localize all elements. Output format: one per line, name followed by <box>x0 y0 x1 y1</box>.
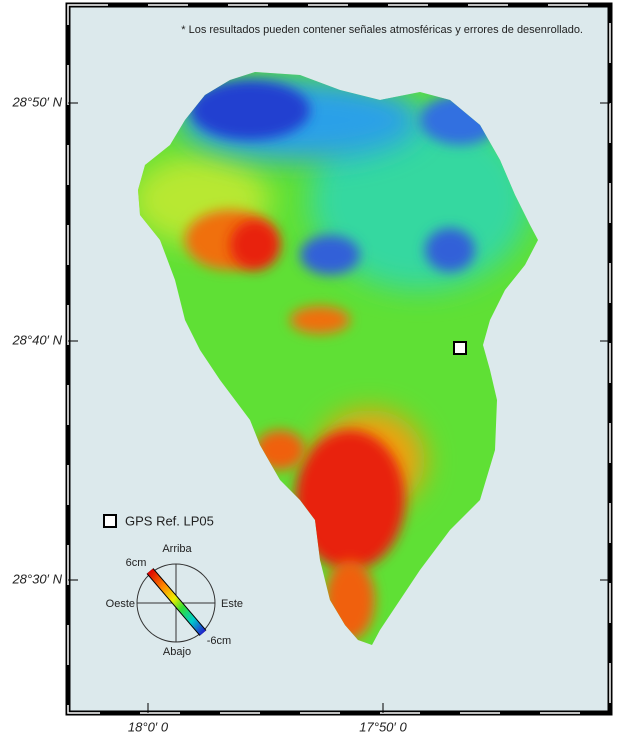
gps-station <box>453 341 467 355</box>
lon-label: 18°0′ 0 <box>128 719 169 734</box>
compass-legend <box>136 563 216 643</box>
compass-east: Este <box>221 598 243 610</box>
lat-label: 28°30′ N <box>11 571 62 586</box>
colorbar-min: -6cm <box>207 635 231 647</box>
compass-up: Arriba <box>162 543 192 555</box>
lon-label: 17°50′ 0 <box>359 719 407 734</box>
lat-label: 28°40′ N <box>11 332 62 347</box>
legend-gps-symbol <box>103 514 117 528</box>
compass-west: Oeste <box>106 598 135 610</box>
disclaimer: * Los resultados pueden contener señales… <box>181 24 583 36</box>
colorbar-max: 6cm <box>126 557 147 569</box>
frame-checker <box>67 4 611 714</box>
lat-label: 28°50′ N <box>11 94 62 109</box>
island-deformation <box>138 72 538 645</box>
compass-down: Abajo <box>163 646 191 658</box>
legend-gps-label: GPS Ref. LP05 <box>125 513 214 528</box>
frame-ticks <box>68 102 610 713</box>
